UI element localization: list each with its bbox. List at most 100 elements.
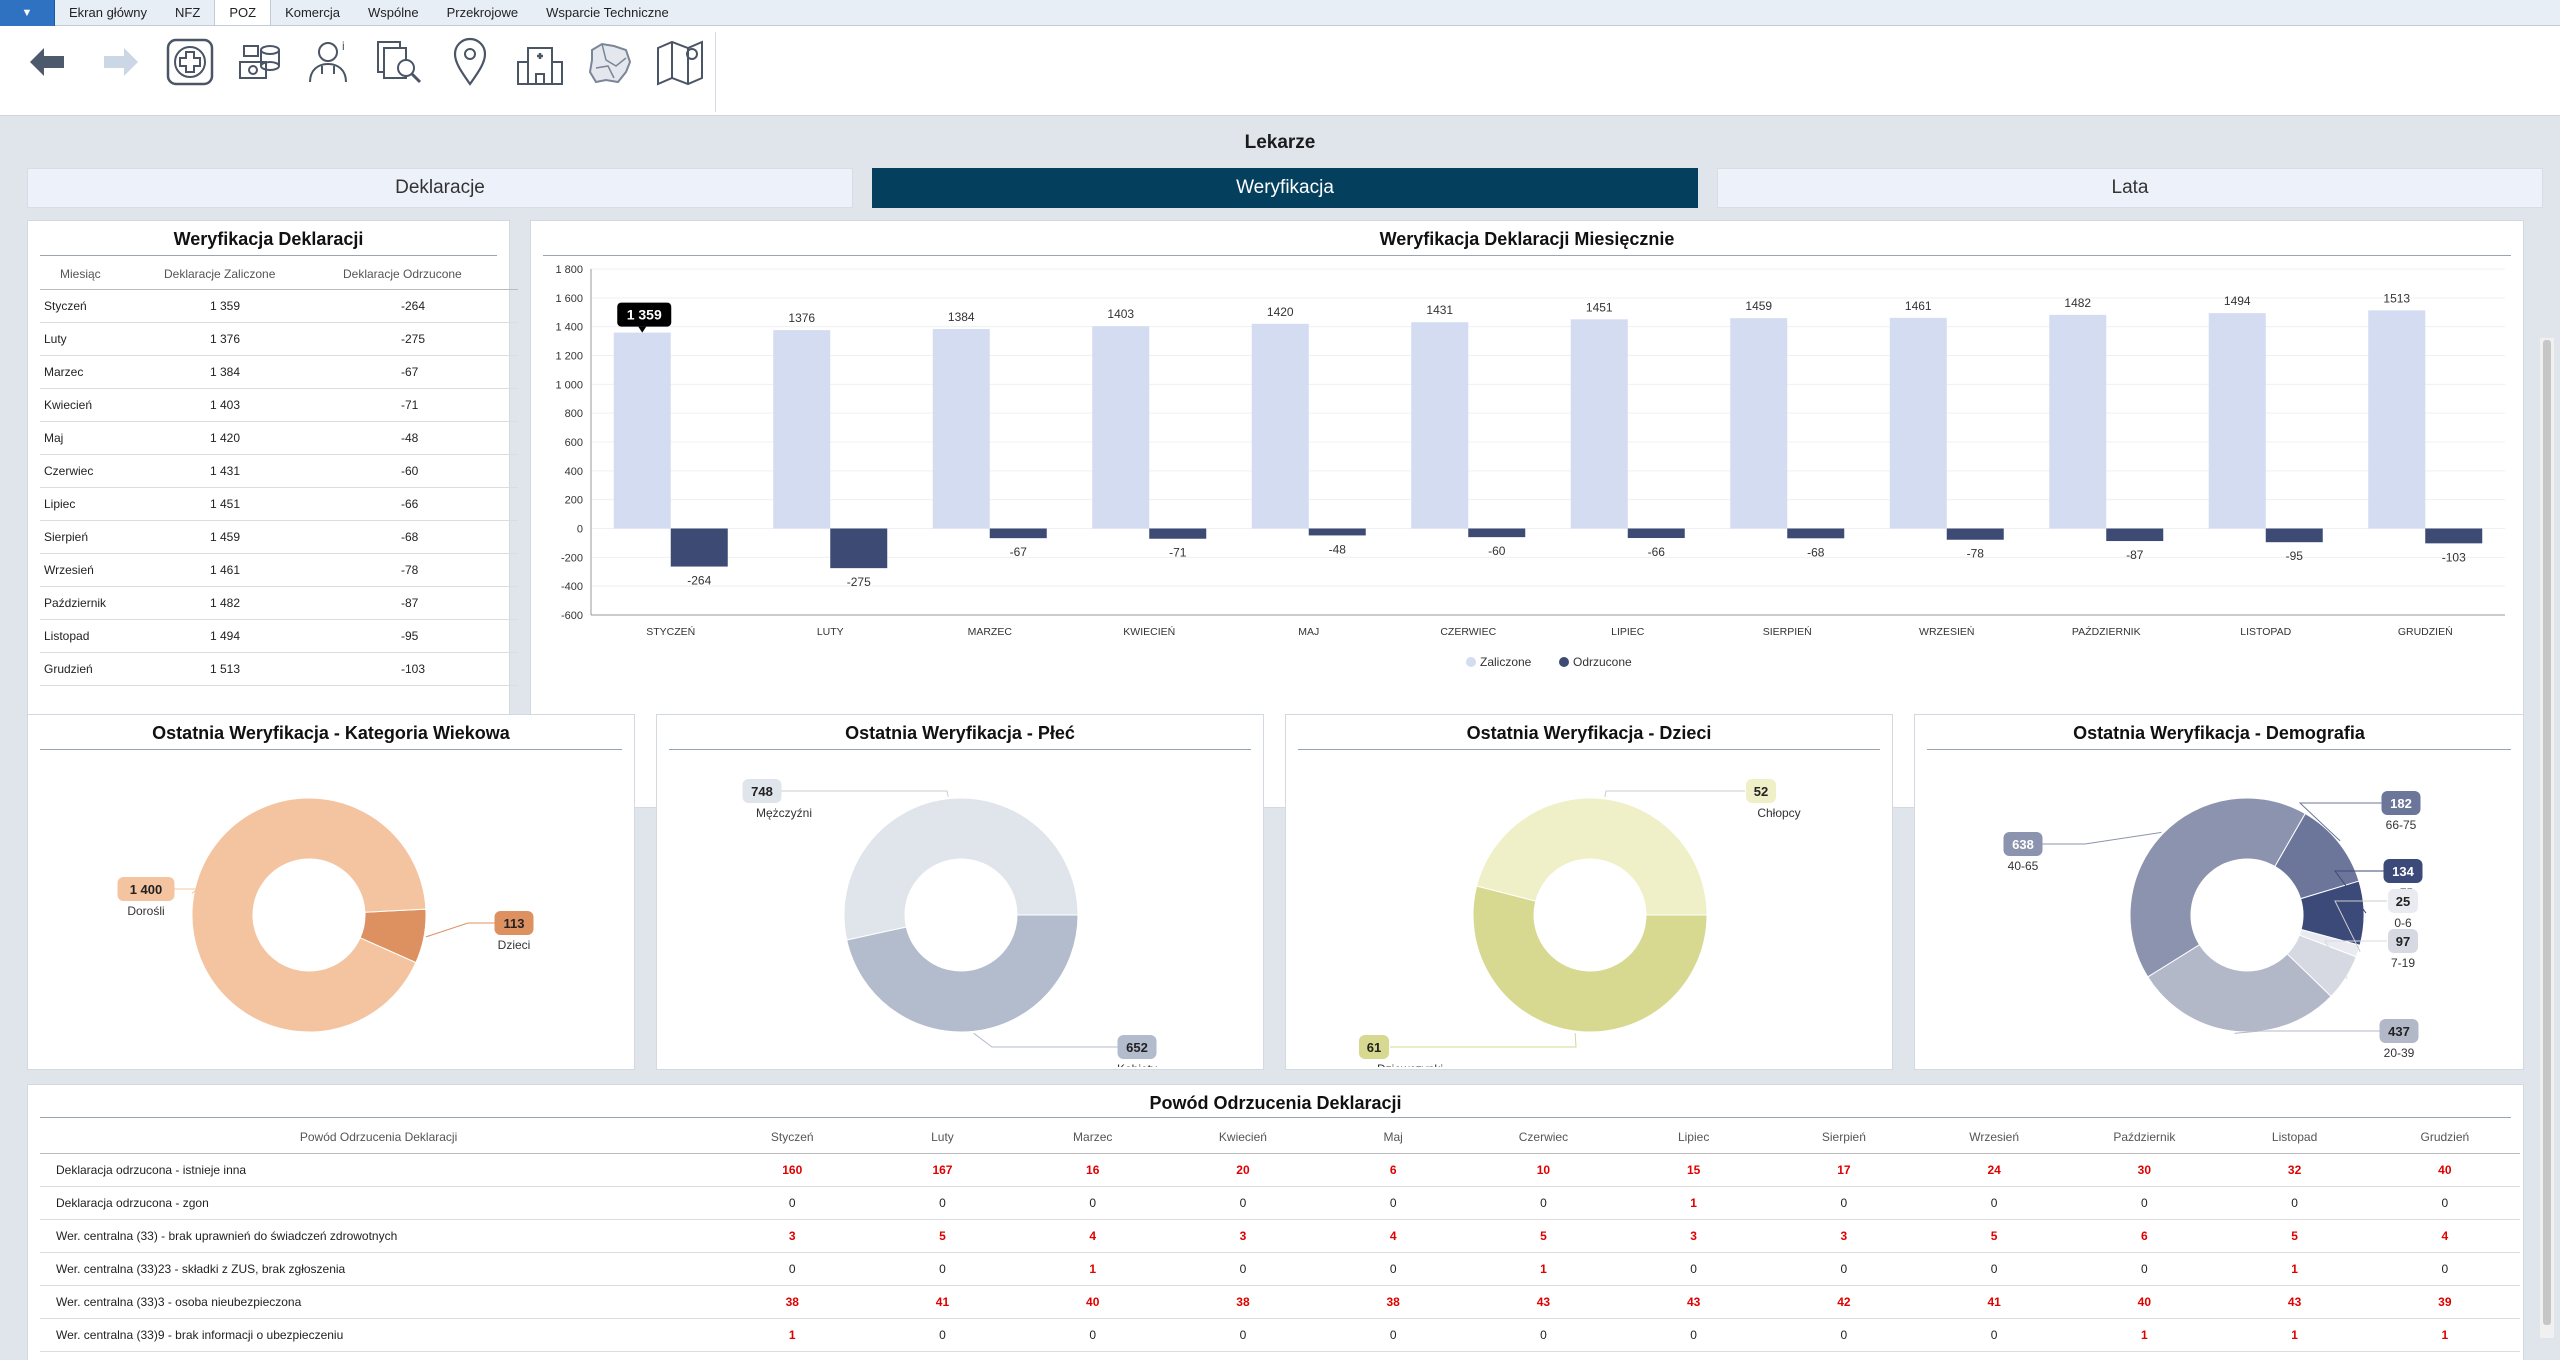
menu-tab-nfz[interactable]: NFZ (175, 5, 201, 20)
y-tick-label: 600 (565, 437, 583, 449)
bar-odrzucone[interactable] (989, 528, 1047, 539)
value-cell: 5 (1468, 1219, 1619, 1253)
table-row: Sierpień 1 459 -68 (40, 520, 518, 554)
bar-zaliczone[interactable] (1092, 326, 1150, 529)
slice-value: 52 (1754, 784, 1768, 799)
value-cell: 0 (1919, 1252, 2070, 1286)
bar-data-label: -103 (2442, 550, 2466, 564)
slice-value: 652 (1126, 1040, 1148, 1055)
tab-lata[interactable]: Lata (1717, 168, 2543, 208)
bar-odrzucone[interactable] (1308, 528, 1366, 536)
tab-deklaracje[interactable]: Deklaracje (27, 168, 853, 208)
menu-tab-przekrojowe[interactable]: Przekrojowe (446, 5, 519, 20)
bar-zaliczone[interactable] (1251, 323, 1309, 529)
y-tick-label: 800 (565, 408, 583, 420)
bar-zaliczone[interactable] (1730, 318, 1788, 529)
table-row: Wer. centralna (33) - brak uprawnień do … (40, 1219, 2520, 1253)
table-row: Czerwiec 1 431 -60 (40, 454, 518, 488)
value-cell: 6 (1318, 1153, 1469, 1187)
demography-donut: 18266-75134>75250-6977-1943720-3963840-6… (2003, 791, 2423, 1060)
app-menu-button[interactable]: ▼ (0, 0, 55, 26)
vertical-scrollbar[interactable] (2540, 338, 2554, 1338)
value-badge (494, 911, 534, 935)
menu-tab-komercja[interactable]: Komercja (285, 5, 340, 20)
table-row: Wer. centralna (33)23 - składki z ZUS, b… (40, 1252, 2520, 1286)
bar-odrzucone[interactable] (670, 528, 728, 567)
bar-zaliczone[interactable] (2208, 313, 2266, 529)
column-header: Marzec (1017, 1121, 1168, 1154)
slice-20-39[interactable] (2147, 943, 2332, 1033)
value-cell: 0 (867, 1252, 1018, 1286)
location-pin-icon[interactable] (442, 34, 498, 90)
x-tick-label: LIPIEC (1611, 626, 1645, 638)
poland-map-icon[interactable] (582, 34, 638, 90)
bar-zaliczone[interactable] (2049, 314, 2107, 529)
menu-tab-wspolne[interactable]: Wspólne (367, 5, 419, 20)
tab-label: Lata (2111, 177, 2149, 198)
tab-weryfikacja[interactable]: Weryfikacja (872, 168, 1698, 208)
leader-line (425, 922, 498, 938)
column-header: Kwiecień (1167, 1121, 1319, 1154)
column-header: Luty (867, 1121, 1018, 1154)
slice-mezczyzni[interactable] (843, 797, 1079, 941)
slice-value: 182 (2390, 796, 2412, 811)
value-badge (2381, 791, 2421, 815)
bar-zaliczone[interactable] (1570, 319, 1628, 529)
bar-zaliczone[interactable] (1889, 317, 1947, 529)
slice-dziewczynki[interactable] (1472, 885, 1708, 1033)
table-cell: 1 461 (160, 553, 339, 587)
bar-odrzucone[interactable] (2106, 528, 2164, 542)
tooltip-pointer (638, 326, 647, 333)
menu-tab-wsparcie-techniczne[interactable]: Wsparcie Techniczne (546, 5, 669, 20)
bar-zaliczone[interactable] (1411, 322, 1469, 529)
bar-zaliczone[interactable] (2368, 310, 2426, 529)
table-cell: -95 (339, 619, 518, 653)
table-row: Luty 1 376 -275 (40, 322, 518, 356)
legend-label[interactable]: Zaliczone (1480, 655, 1532, 669)
page-title: Lekarze (1244, 132, 1316, 153)
bar-odrzucone[interactable] (830, 528, 888, 569)
bar-odrzucone[interactable] (1468, 528, 1526, 538)
slice-value: 748 (751, 784, 773, 799)
slice-value: 638 (2012, 837, 2034, 852)
medical-cross-icon[interactable] (162, 34, 218, 90)
value-cell: 3 (1167, 1219, 1319, 1253)
bar-zaliczone[interactable] (932, 328, 990, 529)
menu-tab-ekran-glowny[interactable]: Ekran główny (69, 5, 148, 20)
bar-odrzucone[interactable] (1149, 528, 1207, 539)
legend-label[interactable]: Odrzucone (1573, 655, 1632, 669)
table-cell: 1 459 (160, 520, 339, 554)
slice-40-65[interactable] (2129, 797, 2306, 978)
panel-title: Weryfikacja Deklaracji (173, 229, 364, 249)
bar-zaliczone[interactable] (773, 330, 831, 529)
slice-dorosli[interactable] (191, 797, 427, 1033)
x-tick-label: GRUDZIEŃ (2398, 625, 2453, 638)
doctor-icon[interactable]: i (302, 34, 358, 90)
value-cell: 20 (1167, 1153, 1319, 1187)
bar-odrzucone[interactable] (2265, 528, 2323, 543)
bar-odrzucone[interactable] (1627, 528, 1685, 539)
scrollbar-thumb[interactable] (2543, 340, 2551, 1325)
bar-odrzucone[interactable] (2425, 528, 2483, 544)
menu-tab-poz[interactable]: POZ (214, 0, 272, 25)
leader-line (973, 1032, 1121, 1048)
money-icon[interactable] (232, 34, 288, 90)
slice-kobiety[interactable] (846, 914, 1079, 1033)
bar-odrzucone[interactable] (1787, 528, 1845, 539)
reason-cell: Wer. centralna (33) - brak uprawnień do … (40, 1219, 718, 1253)
bar-zaliczone[interactable] (613, 332, 671, 529)
slice-chlopcy[interactable] (1476, 797, 1708, 916)
y-tick-label: 200 (565, 495, 583, 507)
demography-panel: Ostatnia Weryfikacja - Demografia 182 66-… (1914, 714, 2524, 1070)
forward-arrow-icon[interactable] (90, 34, 146, 90)
back-arrow-icon[interactable] (20, 34, 76, 90)
bar-data-label: 1403 (1107, 307, 1134, 321)
bar-odrzucone[interactable] (1946, 528, 2004, 540)
title-divider (1927, 749, 2511, 750)
children-donut: 61 Dziewczynki 52 Chłopcy (1359, 779, 1801, 1067)
value-cell: 0 (1468, 1186, 1619, 1220)
map-icon[interactable] (652, 34, 708, 90)
hospital-icon[interactable] (512, 34, 568, 90)
value-cell: 0 (1618, 1318, 1769, 1352)
documents-search-icon[interactable] (372, 34, 428, 90)
